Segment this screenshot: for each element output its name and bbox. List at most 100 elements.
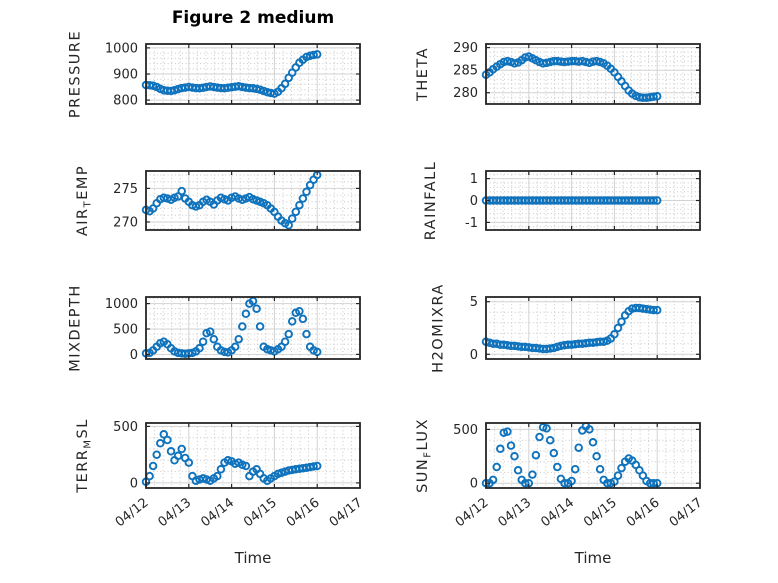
data-point — [216, 465, 226, 474]
data-point — [177, 444, 186, 454]
data-point — [298, 314, 308, 324]
subplot-rainfall: -1 0 1 RAINFALL — [423, 161, 701, 240]
plot-area-mixdepth: 0 500 1000 MIXDEPTH — [68, 284, 361, 372]
data-point — [309, 50, 318, 60]
data-point — [184, 458, 194, 467]
data-point — [613, 471, 623, 480]
series-theta — [481, 52, 662, 102]
y-tick-label: 275 — [113, 182, 138, 197]
data-point — [510, 59, 519, 68]
subplot-mixdepth: 0 500 1000 MIXDEPTH — [68, 284, 361, 372]
ylabel-theta: THETA — [415, 47, 431, 102]
data-point — [291, 207, 301, 217]
data-point — [585, 425, 594, 434]
data-point — [195, 344, 204, 353]
data-point — [545, 435, 555, 445]
y-tick-label: 500 — [113, 323, 138, 338]
data-point — [574, 443, 583, 452]
data-point — [159, 193, 169, 203]
plot-area-theta: 280 285 290 THETA — [415, 41, 701, 105]
data-point — [148, 461, 158, 471]
data-point — [234, 334, 243, 344]
plot-area-sun-flux: 0 500 04/12 04/13 04/14 04/15 04/16 04/17 SUNFLU… — [415, 418, 705, 530]
data-point — [649, 305, 658, 315]
series-terr-msl — [141, 430, 322, 487]
plot-area-pressure: 800 900 1000 PRESSURE — [68, 30, 361, 118]
axes-box — [145, 422, 361, 489]
data-point — [298, 194, 308, 203]
axes-box — [145, 170, 361, 231]
data-point — [287, 214, 297, 223]
ylabel-rainfall: RAINFALL — [423, 161, 439, 241]
figure-title: Figure 2 medium — [171, 8, 335, 28]
data-point — [492, 462, 501, 472]
ylabel-terr-msl: TERRMSL — [75, 418, 94, 494]
y-tick-label: 1000 — [105, 41, 138, 56]
data-point — [312, 461, 322, 471]
data-point — [592, 452, 601, 461]
data-point — [156, 439, 165, 448]
y-tick-label: -1 — [465, 216, 478, 231]
data-point — [205, 327, 215, 336]
data-point — [588, 438, 598, 447]
plot-area-terr-msl: 0 500 04/12 04/13 04/14 04/15 04/16 04/17 TERRMS… — [75, 418, 365, 530]
data-point — [549, 448, 559, 458]
data-point — [528, 470, 537, 479]
ylabel-air-temp: AIRTEMP — [75, 165, 94, 236]
x-tick-label: 04/15 — [581, 495, 620, 530]
data-point — [488, 475, 498, 485]
axes-box — [485, 296, 701, 360]
series-h2omixra — [481, 303, 662, 354]
data-point — [295, 200, 304, 210]
axes-box — [145, 296, 361, 360]
series-mixdepth — [141, 296, 322, 358]
data-point — [287, 317, 297, 326]
y-tick-label: 270 — [113, 216, 138, 231]
x-tick-label: 04/13 — [496, 495, 535, 530]
data-point — [241, 309, 251, 319]
plot-area-rainfall: -1 0 1 RAINFALL — [423, 161, 701, 240]
data-point — [209, 334, 219, 344]
data-point — [513, 466, 523, 475]
data-point — [610, 330, 619, 339]
ylabel-sun-flux: SUNFLUX — [415, 418, 434, 493]
y-tick-label: 0 — [470, 194, 478, 209]
series-rainfall — [481, 196, 662, 205]
data-point — [542, 424, 551, 433]
x-tick-label: 04/17 — [327, 495, 366, 530]
data-point — [241, 461, 251, 471]
data-point — [510, 452, 519, 461]
series-air-temp — [141, 170, 322, 230]
data-point — [570, 464, 580, 474]
subplot-theta: 280 285 290 THETA — [415, 41, 701, 105]
plot-area-air-temp: 270 275 AIRTEMP — [75, 165, 361, 236]
data-point — [595, 464, 605, 474]
data-point — [617, 463, 626, 473]
data-point — [255, 322, 265, 331]
x-tick-label: 04/14 — [538, 495, 577, 530]
data-point — [295, 306, 304, 316]
data-point — [553, 462, 562, 472]
data-point — [649, 196, 658, 205]
ylabel-mixdepth: MIXDEPTH — [68, 284, 84, 372]
data-point — [542, 58, 551, 68]
data-point — [159, 430, 169, 439]
data-point — [302, 329, 311, 339]
subplot-terr-msl: 0 500 04/12 04/13 04/14 04/15 04/16 04/17 TERRMS… — [75, 418, 365, 530]
data-point — [230, 342, 240, 352]
plot-area-h2omixra: 0 5 H2OMIXRA — [430, 283, 701, 373]
data-point — [198, 337, 208, 346]
data-point — [302, 187, 311, 197]
y-tick-label: 0 — [470, 348, 478, 363]
data-point — [617, 317, 626, 326]
y-tick-label: 0 — [130, 476, 138, 491]
y-tick-label: 500 — [453, 423, 478, 438]
data-point — [284, 329, 293, 339]
ylabel-pressure: PRESSURE — [68, 30, 84, 118]
data-point — [145, 471, 154, 481]
data-point — [503, 427, 512, 436]
data-point — [309, 462, 318, 471]
data-point — [312, 50, 322, 59]
data-point — [152, 450, 161, 459]
